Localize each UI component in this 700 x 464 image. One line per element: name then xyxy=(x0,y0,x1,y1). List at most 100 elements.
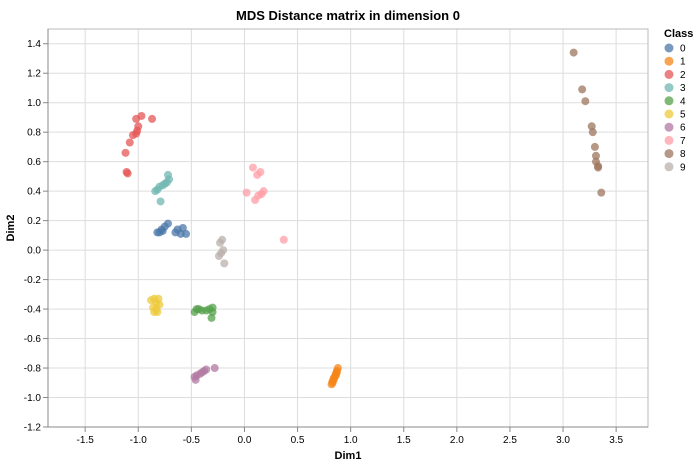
series-9 xyxy=(214,235,229,268)
data-point xyxy=(332,368,341,377)
legend-swatch xyxy=(664,83,674,93)
legend-item-3: 3 xyxy=(664,83,686,94)
y-tick-label: 1.2 xyxy=(27,69,41,80)
data-points xyxy=(121,48,606,389)
legend-swatch xyxy=(664,43,674,53)
data-point xyxy=(214,252,223,261)
data-point xyxy=(156,197,165,206)
series-1 xyxy=(327,364,342,389)
series-5 xyxy=(147,294,164,317)
legend-item-4: 4 xyxy=(664,96,686,107)
data-point xyxy=(248,163,257,172)
data-point xyxy=(151,187,160,196)
data-point xyxy=(210,364,219,373)
legend-swatch xyxy=(664,149,674,159)
legend-label: 1 xyxy=(680,57,686,68)
legend-item-2: 2 xyxy=(664,69,686,81)
data-point xyxy=(581,97,590,106)
data-point xyxy=(190,308,199,317)
data-point xyxy=(158,226,167,235)
y-tick-label: 0.4 xyxy=(27,187,41,198)
legend-swatch xyxy=(664,69,674,79)
data-point xyxy=(220,259,229,268)
x-tick-label: -1.0 xyxy=(130,435,148,446)
y-tick-label: -1.0 xyxy=(24,393,42,404)
legend-title: Class xyxy=(664,28,693,40)
legend-label: 4 xyxy=(680,96,686,107)
y-tick-label: -1.2 xyxy=(24,423,42,434)
data-point xyxy=(153,308,162,317)
data-point xyxy=(123,169,132,178)
y-axis-title: Dim2 xyxy=(5,215,17,242)
data-point xyxy=(242,188,251,197)
data-point xyxy=(591,151,600,160)
grid xyxy=(48,29,648,428)
legend-swatch xyxy=(664,109,674,119)
x-tick-label: 1.0 xyxy=(344,435,358,446)
legend-swatch xyxy=(664,135,674,145)
legend-swatch xyxy=(664,96,674,106)
x-tick-label: 2.5 xyxy=(503,435,517,446)
data-point xyxy=(148,114,157,123)
x-tick-label: 0.5 xyxy=(291,435,305,446)
x-tick-label: 0.0 xyxy=(238,435,252,446)
data-point xyxy=(251,195,260,204)
y-tick-label: 0.2 xyxy=(27,216,41,227)
legend-swatch xyxy=(664,122,674,132)
x-axis-title: Dim1 xyxy=(335,450,362,462)
legend-item-0: 0 xyxy=(664,43,686,55)
x-tick-label: 1.5 xyxy=(397,435,411,446)
data-point xyxy=(597,188,606,197)
data-point xyxy=(588,128,597,137)
chart-title: MDS Distance matrix in dimension 0 xyxy=(236,8,460,23)
data-point xyxy=(578,85,587,94)
data-point xyxy=(587,122,596,131)
data-point xyxy=(216,238,225,247)
y-tick-label: 0.6 xyxy=(27,157,41,168)
legend-label: 6 xyxy=(680,123,686,134)
data-point xyxy=(327,380,336,389)
data-point xyxy=(191,375,200,384)
y-tick-label: 1.0 xyxy=(27,98,41,109)
legend-label: 8 xyxy=(680,149,686,160)
x-tick-label: -0.5 xyxy=(183,435,201,446)
x-tick-label: 2.0 xyxy=(450,435,464,446)
series-2 xyxy=(121,111,157,178)
data-point xyxy=(279,235,288,244)
legend-label: 3 xyxy=(680,83,686,94)
data-point xyxy=(128,131,137,140)
data-point xyxy=(121,148,130,157)
x-tick-label: 3.5 xyxy=(609,435,623,446)
y-tick-label: -0.2 xyxy=(24,275,42,286)
y-tick-label: 0.8 xyxy=(27,128,41,139)
legend-label: 7 xyxy=(680,136,686,147)
series-8 xyxy=(569,48,606,197)
y-tick-label: -0.4 xyxy=(24,305,42,316)
x-tick-label: -1.5 xyxy=(77,435,95,446)
legend-item-7: 7 xyxy=(664,135,686,147)
legend-item-8: 8 xyxy=(664,149,686,160)
series-6 xyxy=(190,364,219,384)
y-tick-label: -0.8 xyxy=(24,364,42,375)
legend-swatch xyxy=(664,56,674,66)
data-point xyxy=(125,138,134,147)
data-point xyxy=(171,228,180,237)
legend: Class 0 1 2 3 4 5 6 7 8 9 xyxy=(664,28,693,173)
x-tick-label: 3.0 xyxy=(556,435,570,446)
data-point xyxy=(182,229,191,238)
legend-label: 5 xyxy=(680,110,686,121)
legend-item-9: 9 xyxy=(664,162,686,173)
legend-item-6: 6 xyxy=(664,122,686,134)
legend-label: 2 xyxy=(680,70,686,81)
y-tick-label: 1.4 xyxy=(27,39,41,50)
legend-item-5: 5 xyxy=(664,109,686,121)
legend-label: 9 xyxy=(680,162,686,173)
data-point xyxy=(208,308,217,317)
data-point xyxy=(594,163,603,172)
y-tick-label: -0.6 xyxy=(24,334,42,345)
series-7 xyxy=(242,163,288,244)
legend-item-1: 1 xyxy=(664,56,686,68)
legend-swatch xyxy=(664,162,674,172)
